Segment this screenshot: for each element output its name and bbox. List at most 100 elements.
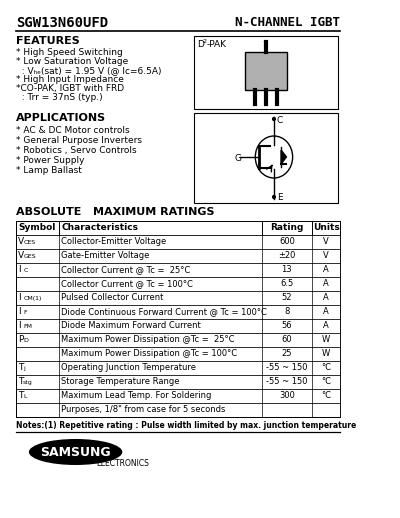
Text: * General Purpose Inverters: * General Purpose Inverters [16, 136, 142, 145]
Text: A: A [323, 279, 329, 288]
Text: 25: 25 [282, 349, 292, 358]
Text: * Robotics , Servo Controls: * Robotics , Servo Controls [16, 146, 137, 155]
Text: Characteristics: Characteristics [61, 223, 138, 232]
Text: 52: 52 [282, 293, 292, 302]
Text: V: V [18, 237, 24, 246]
Text: A: A [323, 293, 329, 302]
Bar [194, 113, 338, 203]
Text: C: C [23, 268, 28, 273]
Text: -55 ~ 150: -55 ~ 150 [266, 377, 308, 386]
Text: * Low Saturation Voltage: * Low Saturation Voltage [16, 57, 128, 66]
Circle shape [273, 195, 275, 198]
Bar [16, 389, 340, 403]
Text: T: T [18, 377, 23, 386]
Text: Operating Junction Temperature: Operating Junction Temperature [61, 363, 196, 372]
Text: Rating: Rating [270, 223, 304, 232]
Text: : Trr = 37nS (typ.): : Trr = 37nS (typ.) [16, 93, 103, 102]
Text: * Power Supply: * Power Supply [16, 156, 84, 165]
Bar [16, 361, 340, 375]
Text: ELECTRONICS: ELECTRONICS [96, 459, 149, 468]
Text: CES: CES [23, 240, 35, 245]
Bar [16, 403, 340, 417]
Text: ABSOLUTE   MAXIMUM RATINGS: ABSOLUTE MAXIMUM RATINGS [16, 207, 214, 217]
Text: I: I [18, 293, 20, 302]
Text: 6.5: 6.5 [280, 279, 294, 288]
Text: * Lamp Ballast: * Lamp Ballast [16, 166, 82, 175]
Text: A: A [323, 307, 329, 316]
Text: 300: 300 [279, 391, 295, 400]
Text: F: F [23, 310, 27, 315]
Text: -PAK: -PAK [206, 40, 226, 49]
Text: A: A [323, 265, 329, 274]
Text: P: P [18, 335, 23, 344]
Text: FM: FM [23, 324, 32, 329]
Bar [16, 263, 340, 277]
Text: ±20: ±20 [278, 251, 296, 260]
Text: j: j [23, 366, 25, 371]
Bar [16, 305, 340, 319]
Text: Maximum Power Dissipation @Tc =  25°C: Maximum Power Dissipation @Tc = 25°C [61, 335, 235, 344]
Text: °C: °C [321, 391, 331, 400]
Text: A: A [323, 321, 329, 330]
Text: Storage Temperature Range: Storage Temperature Range [61, 377, 180, 386]
Text: 56: 56 [282, 321, 292, 330]
Ellipse shape [29, 439, 122, 465]
Bar [194, 36, 338, 109]
Text: stg: stg [23, 380, 33, 385]
Text: Pulsed Collector Current: Pulsed Collector Current [61, 293, 164, 302]
Text: Purposes, 1/8" from case for 5 seconds: Purposes, 1/8" from case for 5 seconds [61, 405, 226, 414]
Text: 60: 60 [282, 335, 292, 344]
Bar [16, 221, 340, 235]
Text: Units: Units [313, 223, 339, 232]
Text: * High Speed Switching: * High Speed Switching [16, 48, 123, 57]
Text: V: V [18, 251, 24, 260]
Text: *CO-PAK, IGBT with FRD: *CO-PAK, IGBT with FRD [16, 84, 124, 93]
Text: Collector-Emitter Voltage: Collector-Emitter Voltage [61, 237, 167, 246]
Text: SAMSUNG: SAMSUNG [40, 445, 111, 458]
Bar [16, 235, 340, 249]
Text: Collector Current @ Tc =  25°C: Collector Current @ Tc = 25°C [61, 265, 191, 274]
Circle shape [273, 118, 275, 121]
Text: * High Input Impedance: * High Input Impedance [16, 75, 124, 84]
Text: 2: 2 [203, 39, 207, 44]
Text: * AC & DC Motor controls: * AC & DC Motor controls [16, 126, 130, 135]
Text: °C: °C [321, 363, 331, 372]
Bar [16, 319, 340, 333]
Text: I: I [18, 265, 20, 274]
Text: T: T [18, 391, 23, 400]
Text: Symbol: Symbol [19, 223, 56, 232]
Text: 1: 1 [262, 41, 267, 47]
Text: GES: GES [23, 254, 36, 259]
Text: I: I [18, 321, 20, 330]
Text: SGW13N60UFD: SGW13N60UFD [16, 16, 108, 30]
Text: C: C [277, 116, 283, 125]
Text: Notes:(1) Repetitive rating : Pulse width limited by max. junction temperature: Notes:(1) Repetitive rating : Pulse widt… [16, 421, 356, 430]
Text: V: V [323, 251, 329, 260]
Text: D: D [23, 338, 28, 343]
Text: Diode Maximum Forward Current: Diode Maximum Forward Current [61, 321, 201, 330]
Text: G: G [235, 153, 242, 163]
Bar [16, 375, 340, 389]
Text: 600: 600 [279, 237, 295, 246]
Text: W: W [322, 335, 330, 344]
Text: T: T [18, 363, 23, 372]
Bar [16, 249, 340, 263]
Text: Collector Current @ Tc = 100°C: Collector Current @ Tc = 100°C [61, 279, 193, 288]
Text: E: E [277, 193, 282, 202]
Text: W: W [322, 349, 330, 358]
Text: Maximum Lead Temp. For Soldering: Maximum Lead Temp. For Soldering [61, 391, 212, 400]
Text: -55 ~ 150: -55 ~ 150 [266, 363, 308, 372]
Text: CM(1): CM(1) [23, 296, 42, 301]
Text: 13: 13 [282, 265, 292, 274]
Text: 8: 8 [284, 307, 290, 316]
Polygon shape [281, 150, 286, 164]
Bar [16, 333, 340, 347]
Text: Gate-Emitter Voltage: Gate-Emitter Voltage [61, 251, 150, 260]
Text: °C: °C [321, 377, 331, 386]
Text: FEATURES: FEATURES [16, 36, 80, 46]
Text: I: I [18, 307, 20, 316]
Text: Maximum Power Dissipation @Tc = 100°C: Maximum Power Dissipation @Tc = 100°C [61, 349, 238, 358]
Text: Diode Continuous Forward Current @ Tc = 100°C: Diode Continuous Forward Current @ Tc = … [61, 307, 267, 316]
Bar [16, 291, 340, 305]
Text: D: D [198, 40, 204, 49]
